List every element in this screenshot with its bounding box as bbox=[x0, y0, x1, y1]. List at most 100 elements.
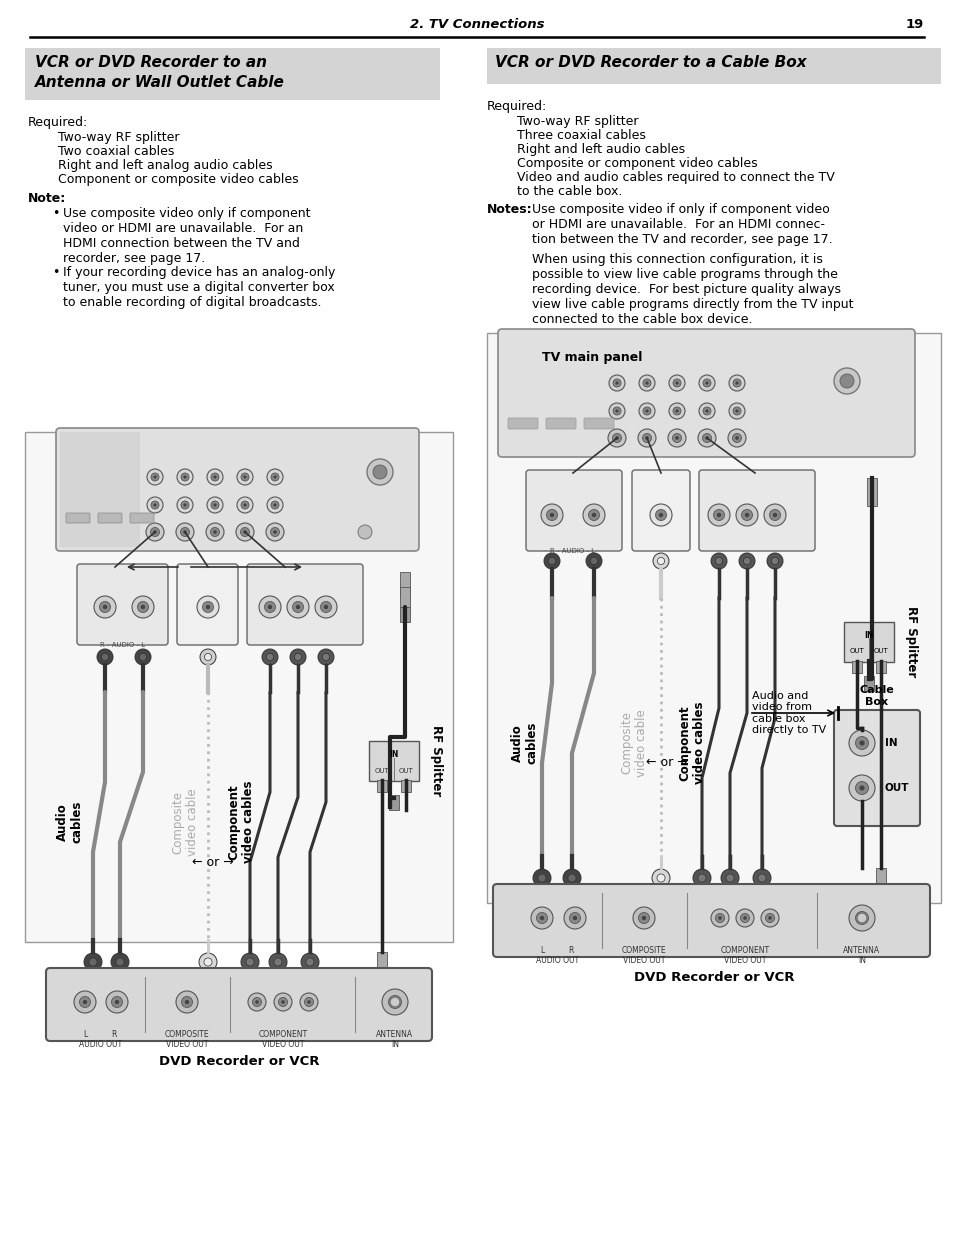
Circle shape bbox=[757, 874, 765, 882]
Circle shape bbox=[135, 650, 151, 664]
Circle shape bbox=[177, 496, 193, 513]
Circle shape bbox=[728, 403, 744, 419]
Text: Required:: Required: bbox=[28, 116, 89, 128]
Circle shape bbox=[859, 785, 863, 790]
Circle shape bbox=[704, 409, 708, 412]
Circle shape bbox=[645, 382, 648, 384]
Circle shape bbox=[859, 915, 863, 920]
Circle shape bbox=[183, 530, 187, 534]
Circle shape bbox=[855, 736, 867, 750]
Circle shape bbox=[546, 510, 557, 520]
Circle shape bbox=[704, 436, 708, 440]
Circle shape bbox=[641, 433, 651, 442]
Circle shape bbox=[639, 375, 655, 391]
Circle shape bbox=[295, 605, 300, 609]
Circle shape bbox=[267, 469, 283, 485]
Circle shape bbox=[767, 916, 771, 920]
Circle shape bbox=[367, 459, 393, 485]
FancyBboxPatch shape bbox=[389, 795, 398, 810]
FancyBboxPatch shape bbox=[66, 513, 90, 522]
Text: COMPONENT
VIDEO OUT: COMPONENT VIDEO OUT bbox=[258, 1030, 307, 1050]
Circle shape bbox=[213, 530, 216, 534]
Circle shape bbox=[139, 653, 147, 661]
Circle shape bbox=[83, 1000, 87, 1004]
Circle shape bbox=[253, 998, 261, 1007]
Circle shape bbox=[710, 553, 726, 569]
Circle shape bbox=[608, 403, 624, 419]
FancyBboxPatch shape bbox=[486, 333, 940, 903]
Text: IN: IN bbox=[389, 750, 398, 760]
Text: OUT: OUT bbox=[398, 768, 413, 774]
Text: Use composite video only if component
video or HDMI are unavailable.  For an
HDM: Use composite video only if component vi… bbox=[63, 207, 310, 266]
Text: OUT: OUT bbox=[849, 648, 863, 655]
Text: Cable
Box: Cable Box bbox=[859, 685, 893, 706]
Circle shape bbox=[211, 527, 219, 536]
Circle shape bbox=[539, 916, 543, 920]
Text: Note:: Note: bbox=[28, 191, 66, 205]
Circle shape bbox=[855, 782, 867, 794]
FancyBboxPatch shape bbox=[875, 661, 885, 673]
Circle shape bbox=[151, 501, 159, 509]
Circle shape bbox=[306, 958, 314, 966]
Circle shape bbox=[763, 504, 785, 526]
Circle shape bbox=[211, 501, 219, 509]
Text: Video and audio cables required to connect the TV: Video and audio cables required to conne… bbox=[517, 170, 834, 184]
FancyBboxPatch shape bbox=[25, 48, 439, 100]
Circle shape bbox=[181, 997, 193, 1008]
Circle shape bbox=[675, 409, 678, 412]
Circle shape bbox=[856, 913, 866, 923]
FancyBboxPatch shape bbox=[56, 429, 418, 551]
Circle shape bbox=[132, 597, 153, 618]
Circle shape bbox=[659, 513, 662, 517]
Circle shape bbox=[94, 597, 116, 618]
FancyBboxPatch shape bbox=[631, 471, 689, 551]
Circle shape bbox=[114, 1000, 119, 1004]
Circle shape bbox=[175, 522, 193, 541]
Circle shape bbox=[744, 513, 748, 517]
Circle shape bbox=[258, 597, 281, 618]
Circle shape bbox=[151, 527, 159, 536]
Circle shape bbox=[772, 513, 777, 517]
Text: L          R
AUDIO OUT: L R AUDIO OUT bbox=[536, 946, 579, 966]
Text: Composite
video cable: Composite video cable bbox=[171, 788, 199, 856]
Circle shape bbox=[760, 909, 779, 927]
Circle shape bbox=[153, 530, 156, 534]
FancyBboxPatch shape bbox=[46, 968, 432, 1041]
Circle shape bbox=[248, 993, 266, 1011]
Circle shape bbox=[177, 469, 193, 485]
Circle shape bbox=[287, 597, 309, 618]
Circle shape bbox=[206, 522, 224, 541]
Circle shape bbox=[540, 504, 562, 526]
Circle shape bbox=[536, 913, 547, 924]
Circle shape bbox=[715, 914, 723, 923]
Circle shape bbox=[716, 513, 720, 517]
Circle shape bbox=[99, 601, 111, 613]
Circle shape bbox=[281, 1000, 285, 1004]
Text: Composite or component video cables: Composite or component video cables bbox=[517, 157, 757, 170]
Text: Component
video cables: Component video cables bbox=[227, 781, 254, 863]
FancyBboxPatch shape bbox=[369, 741, 418, 781]
Circle shape bbox=[236, 469, 253, 485]
FancyBboxPatch shape bbox=[843, 622, 893, 662]
Circle shape bbox=[698, 429, 716, 447]
Circle shape bbox=[304, 998, 314, 1007]
Circle shape bbox=[243, 475, 246, 479]
Circle shape bbox=[271, 501, 278, 509]
Circle shape bbox=[859, 741, 863, 746]
Text: RF Splitter: RF Splitter bbox=[904, 606, 917, 678]
FancyBboxPatch shape bbox=[486, 48, 940, 84]
Text: COMPONENT
VIDEO OUT: COMPONENT VIDEO OUT bbox=[720, 946, 769, 966]
Text: DVD Recorder or VCR: DVD Recorder or VCR bbox=[633, 971, 794, 984]
Circle shape bbox=[299, 993, 317, 1011]
Text: R - AUDIO - L: R - AUDIO - L bbox=[100, 642, 146, 648]
Circle shape bbox=[112, 997, 122, 1008]
Circle shape bbox=[101, 653, 109, 661]
Circle shape bbox=[615, 382, 618, 384]
Text: COMPOSITE
VIDEO OUT: COMPOSITE VIDEO OUT bbox=[621, 946, 665, 966]
Circle shape bbox=[675, 436, 679, 440]
Circle shape bbox=[183, 504, 187, 506]
Circle shape bbox=[241, 953, 258, 971]
FancyBboxPatch shape bbox=[545, 417, 576, 429]
Circle shape bbox=[590, 557, 597, 564]
FancyBboxPatch shape bbox=[399, 572, 410, 597]
